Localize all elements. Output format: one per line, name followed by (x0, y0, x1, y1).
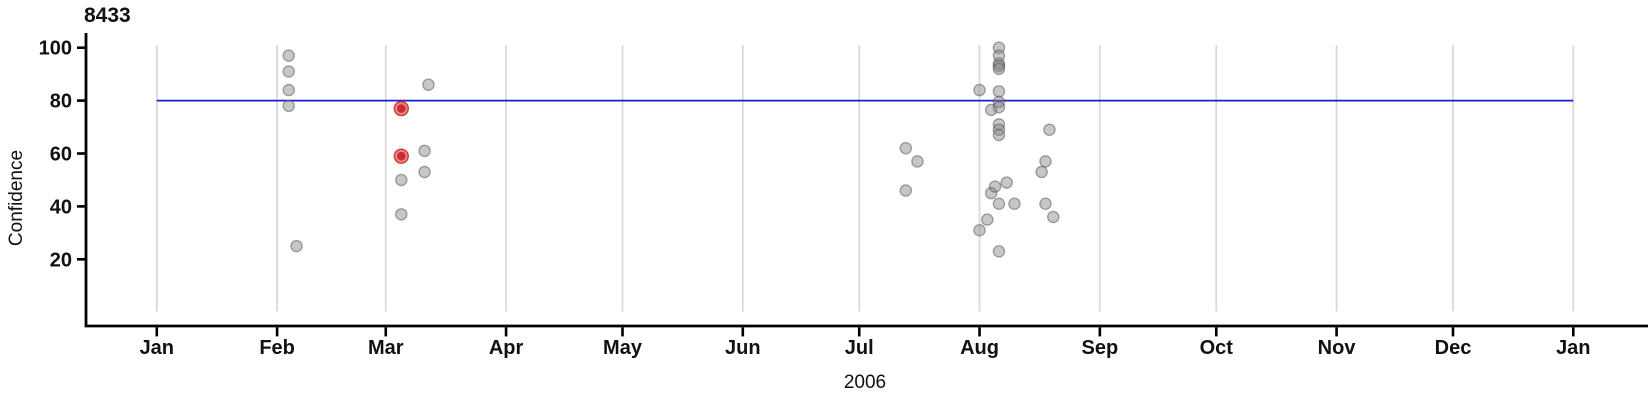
data-point[interactable] (981, 213, 994, 226)
axes: 100 80 60 40 20 Jan Feb Mar Apr May Jun Jul Aug Sep O… (39, 33, 1648, 359)
data-point[interactable] (282, 83, 295, 97)
x-tick-label-oct: Oct (1200, 337, 1234, 359)
x-tick-label-jul: Jul (845, 337, 874, 359)
data-point[interactable] (282, 65, 295, 78)
data-point[interactable] (1039, 197, 1052, 211)
data-points (282, 41, 1060, 258)
y-tick-label: 60 (50, 144, 72, 166)
y-tick-label: 80 (50, 91, 72, 113)
x-tick-label-apr: Apr (489, 337, 524, 359)
y-axis-ticks: 100 80 60 40 20 (39, 38, 86, 271)
x-tick-label-feb: Feb (259, 337, 295, 359)
data-point[interactable] (899, 184, 913, 197)
data-point[interactable] (911, 155, 924, 168)
x-tick-label-mar: Mar (368, 337, 404, 359)
data-point[interactable] (973, 223, 986, 237)
y-tick-label: 40 (50, 196, 72, 218)
data-point[interactable] (992, 62, 1006, 76)
data-point[interactable] (992, 85, 1006, 98)
data-point[interactable] (1039, 155, 1052, 168)
x-tick-label-sep: Sep (1081, 337, 1118, 359)
highlighted-data-point-core (396, 104, 406, 113)
y-tick-label: 100 (39, 38, 72, 60)
y-tick-label: 20 (50, 249, 72, 271)
data-point[interactable] (992, 245, 1006, 258)
data-point[interactable] (282, 99, 295, 113)
data-point[interactable] (992, 197, 1006, 211)
data-point[interactable] (1000, 176, 1013, 189)
month-gridlines (155, 45, 1575, 312)
data-point[interactable] (988, 180, 1002, 193)
data-point[interactable] (395, 173, 408, 187)
x-axis-ticks: Jan Feb Mar Apr May Jun Jul Aug Sep Oct Nov Dec Jan (140, 327, 1591, 359)
x-tick-label-jun: Jun (725, 337, 761, 359)
x-tick-label-jan: Jan (140, 337, 174, 359)
data-point[interactable] (992, 100, 1006, 114)
x-tick-label-jan: Jan (1556, 337, 1590, 359)
chart-title: 8433 (84, 4, 131, 27)
x-tick-label-nov: Nov (1318, 337, 1357, 359)
data-point[interactable] (290, 239, 303, 253)
x-tick-label-may: May (603, 337, 643, 359)
data-point[interactable] (418, 165, 431, 179)
data-point[interactable] (1047, 210, 1060, 224)
data-point[interactable] (282, 49, 295, 62)
data-point[interactable] (1035, 165, 1048, 179)
data-point[interactable] (973, 83, 986, 97)
highlighted-data-point-core (396, 151, 406, 161)
data-point[interactable] (395, 208, 408, 221)
data-point[interactable] (984, 186, 998, 200)
y-axis-title: Confidence (6, 150, 27, 246)
data-point[interactable] (1043, 123, 1056, 136)
data-point[interactable] (1008, 197, 1021, 211)
x-tick-label-aug: Aug (960, 337, 999, 359)
x-tick-label-dec: Dec (1435, 337, 1472, 359)
data-point[interactable] (422, 78, 435, 91)
x-axis-title: 2006 (844, 372, 886, 393)
data-point[interactable] (899, 141, 913, 155)
data-point[interactable] (418, 144, 431, 158)
data-point[interactable] (992, 128, 1006, 142)
